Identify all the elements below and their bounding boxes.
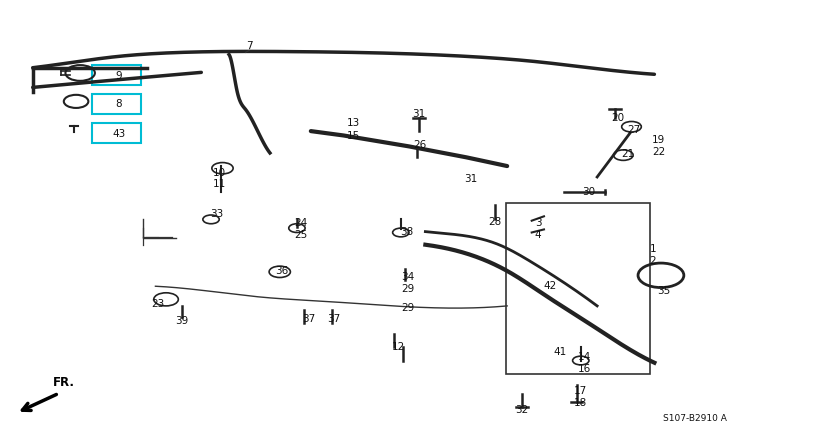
Text: 31: 31 <box>464 174 477 184</box>
Text: 37: 37 <box>303 314 316 324</box>
Text: 35: 35 <box>658 286 671 295</box>
Text: 3: 3 <box>535 218 542 228</box>
Text: 19: 19 <box>652 135 665 145</box>
Text: 36: 36 <box>276 266 289 276</box>
Text: 24: 24 <box>294 218 308 228</box>
Text: 18: 18 <box>574 398 587 408</box>
Text: 28: 28 <box>488 217 501 226</box>
Text: 15: 15 <box>347 132 360 141</box>
Text: 8: 8 <box>115 99 122 109</box>
Text: 37: 37 <box>327 314 340 324</box>
Text: 43: 43 <box>112 129 125 139</box>
Text: 1: 1 <box>649 244 656 254</box>
Text: 39: 39 <box>175 316 188 326</box>
Text: 34: 34 <box>402 273 415 282</box>
Text: 22: 22 <box>652 147 665 156</box>
Text: 30: 30 <box>582 187 596 197</box>
Text: 29: 29 <box>402 284 415 294</box>
Text: 12: 12 <box>392 343 405 352</box>
Text: 41: 41 <box>554 347 567 357</box>
Bar <box>506 203 650 374</box>
Text: S107-B2910 A: S107-B2910 A <box>663 414 727 423</box>
Text: FR.: FR. <box>53 376 75 389</box>
Text: 10: 10 <box>213 168 226 177</box>
Text: 20: 20 <box>611 113 624 123</box>
Text: 25: 25 <box>294 230 308 240</box>
Text: 29: 29 <box>402 303 415 313</box>
Text: 2: 2 <box>649 256 656 266</box>
Text: 33: 33 <box>210 209 223 219</box>
Text: 42: 42 <box>543 281 556 291</box>
Text: 32: 32 <box>515 405 528 415</box>
Text: 9: 9 <box>115 72 122 81</box>
Text: 13: 13 <box>347 118 360 128</box>
Text: 31: 31 <box>412 110 425 119</box>
Text: 14: 14 <box>578 353 591 362</box>
Text: 23: 23 <box>151 299 164 309</box>
Text: 4: 4 <box>535 230 542 239</box>
Text: 21: 21 <box>622 149 635 159</box>
Text: 17: 17 <box>574 386 587 396</box>
Text: 16: 16 <box>578 364 591 374</box>
Text: 27: 27 <box>627 125 640 135</box>
Text: 11: 11 <box>213 180 226 189</box>
Text: 7: 7 <box>246 41 253 51</box>
Text: 26: 26 <box>413 140 426 150</box>
Text: 38: 38 <box>400 228 413 237</box>
